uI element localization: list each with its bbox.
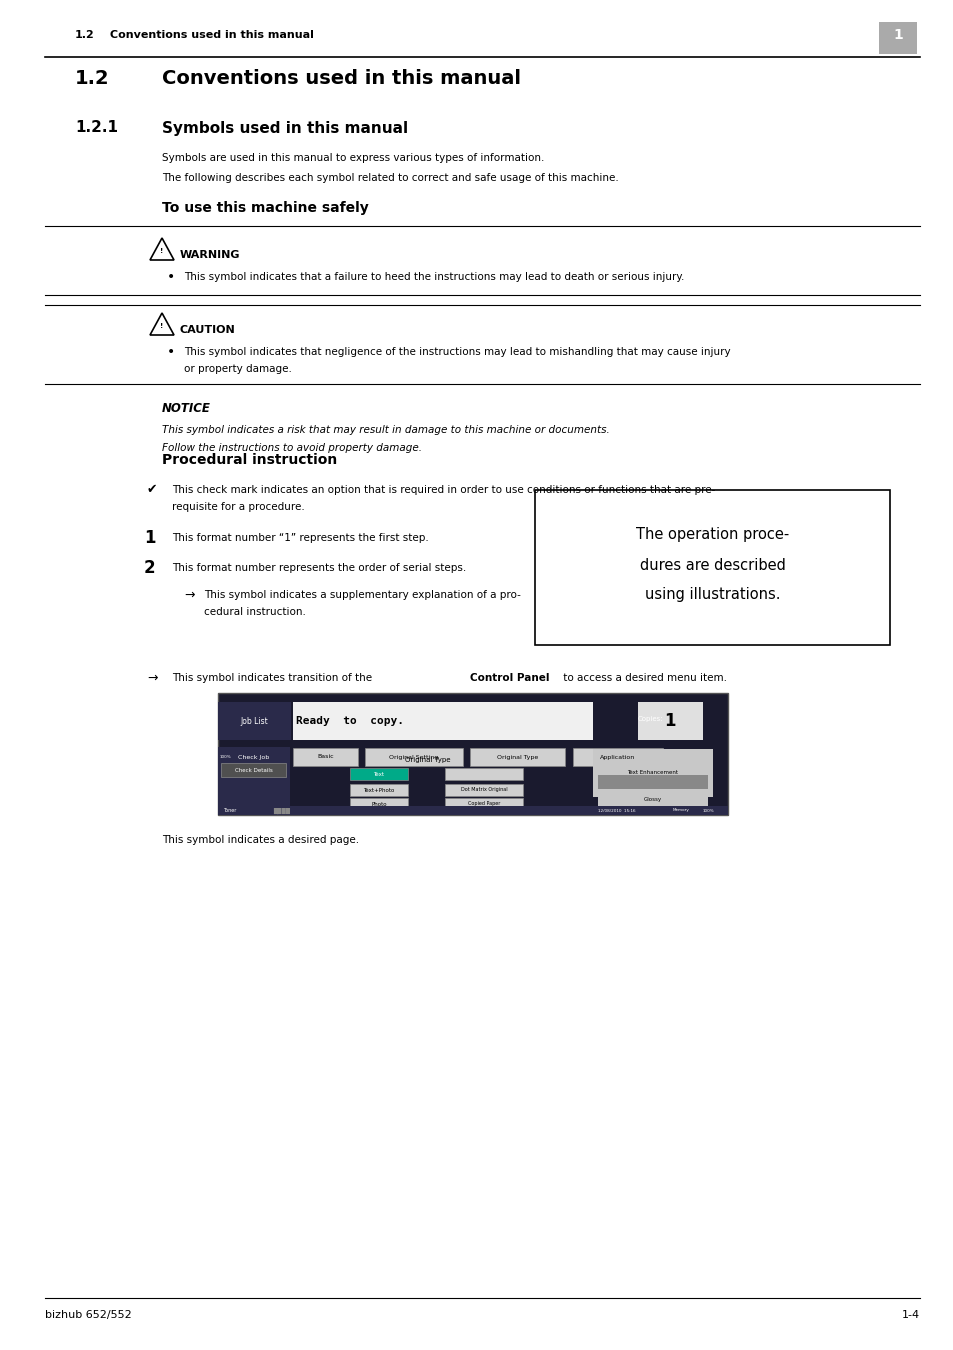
Text: cedural instruction.: cedural instruction.	[204, 608, 306, 617]
Text: This symbol indicates transition of the: This symbol indicates transition of the	[172, 674, 375, 683]
Text: Original Setting: Original Setting	[389, 755, 438, 760]
Text: This symbol indicates that a failure to heed the instructions may lead to death : This symbol indicates that a failure to …	[184, 271, 683, 282]
FancyBboxPatch shape	[218, 702, 291, 740]
Text: using illustrations.: using illustrations.	[644, 587, 780, 602]
Text: Text+Photo: Text+Photo	[363, 787, 395, 792]
Text: Conventions used in this manual: Conventions used in this manual	[162, 69, 520, 88]
Text: The operation proce-: The operation proce-	[636, 528, 788, 543]
FancyBboxPatch shape	[444, 798, 522, 810]
Text: Copied Paper: Copied Paper	[467, 802, 499, 806]
Text: ████: ████	[273, 807, 290, 814]
FancyBboxPatch shape	[218, 747, 290, 807]
Text: !: !	[160, 323, 164, 329]
Text: Check Job: Check Job	[238, 755, 270, 760]
Text: 1-4: 1-4	[901, 1310, 919, 1320]
FancyBboxPatch shape	[444, 784, 522, 796]
FancyBboxPatch shape	[293, 748, 357, 765]
FancyBboxPatch shape	[593, 749, 712, 796]
Text: NOTICE: NOTICE	[162, 401, 211, 414]
Text: 2: 2	[144, 559, 155, 576]
Text: Photo: Photo	[371, 802, 386, 806]
Text: This format number represents the order of serial steps.: This format number represents the order …	[172, 563, 466, 572]
Text: 1: 1	[663, 711, 675, 730]
Text: 1: 1	[144, 529, 155, 547]
Text: This check mark indicates an option that is required in order to use conditions : This check mark indicates an option that…	[172, 485, 715, 495]
Text: WARNING: WARNING	[180, 250, 240, 261]
FancyBboxPatch shape	[535, 490, 889, 645]
Text: •: •	[167, 346, 175, 359]
Text: This symbol indicates that negligence of the instructions may lead to mishandlin: This symbol indicates that negligence of…	[184, 347, 730, 356]
FancyBboxPatch shape	[293, 702, 593, 740]
Text: This symbol indicates a supplementary explanation of a pro-: This symbol indicates a supplementary ex…	[204, 590, 520, 599]
Text: 12/08/2010  15:16: 12/08/2010 15:16	[598, 809, 635, 813]
Text: This symbol indicates a desired page.: This symbol indicates a desired page.	[162, 836, 358, 845]
Text: Check Details: Check Details	[234, 768, 273, 772]
Text: Procedural instruction: Procedural instruction	[162, 454, 337, 467]
FancyBboxPatch shape	[350, 768, 408, 780]
Text: Symbols used in this manual: Symbols used in this manual	[162, 120, 408, 135]
Text: !: !	[160, 248, 164, 254]
Text: Control Panel: Control Panel	[470, 674, 549, 683]
Text: requisite for a procedure.: requisite for a procedure.	[172, 502, 304, 512]
Text: or property damage.: or property damage.	[184, 364, 292, 374]
FancyBboxPatch shape	[573, 748, 662, 765]
Text: 1.2.1: 1.2.1	[75, 120, 118, 135]
FancyBboxPatch shape	[221, 763, 286, 778]
Text: CAUTION: CAUTION	[180, 325, 235, 335]
FancyBboxPatch shape	[350, 798, 408, 810]
FancyBboxPatch shape	[444, 768, 522, 780]
Text: To use this machine safely: To use this machine safely	[162, 201, 369, 215]
FancyBboxPatch shape	[223, 748, 286, 765]
Text: Dot Matrix Original: Dot Matrix Original	[460, 787, 507, 792]
Text: 1.2: 1.2	[75, 30, 94, 40]
Text: Conventions used in this manual: Conventions used in this manual	[110, 30, 314, 40]
Text: Memory: Memory	[672, 809, 689, 813]
Text: →: →	[147, 671, 157, 684]
Text: Basic: Basic	[316, 755, 334, 760]
Text: Symbols are used in this manual to express various types of information.: Symbols are used in this manual to expre…	[162, 153, 544, 163]
Text: Glossy: Glossy	[643, 798, 661, 802]
Text: Follow the instructions to avoid property damage.: Follow the instructions to avoid propert…	[162, 443, 421, 454]
Text: The following describes each symbol related to correct and safe usage of this ma: The following describes each symbol rela…	[162, 173, 618, 184]
Text: to access a desired menu item.: to access a desired menu item.	[559, 674, 726, 683]
FancyBboxPatch shape	[470, 748, 564, 765]
Text: ✔: ✔	[147, 483, 157, 497]
Text: bizhub 652/552: bizhub 652/552	[45, 1310, 132, 1320]
Text: Original Type: Original Type	[497, 755, 537, 760]
Text: Ready  to  copy.: Ready to copy.	[295, 716, 403, 726]
Text: 100%: 100%	[220, 755, 232, 759]
Text: 1: 1	[892, 28, 902, 42]
FancyBboxPatch shape	[878, 22, 916, 54]
Text: dures are described: dures are described	[639, 558, 784, 572]
Text: Toner: Toner	[223, 809, 236, 813]
Text: Text Enhancement: Text Enhancement	[627, 771, 678, 775]
Text: Job List: Job List	[240, 717, 268, 725]
FancyBboxPatch shape	[218, 693, 727, 815]
FancyBboxPatch shape	[598, 775, 707, 788]
FancyBboxPatch shape	[350, 784, 408, 796]
Text: This symbol indicates a risk that may result in damage to this machine or docume: This symbol indicates a risk that may re…	[162, 425, 609, 435]
Text: 1.2: 1.2	[75, 69, 110, 88]
FancyBboxPatch shape	[598, 792, 707, 807]
Text: •: •	[167, 270, 175, 284]
Text: Original Type: Original Type	[405, 757, 450, 763]
Text: →: →	[184, 589, 194, 602]
Text: 100%: 100%	[702, 809, 714, 813]
Text: Text: Text	[374, 771, 384, 776]
Text: Application: Application	[599, 755, 635, 760]
Text: Copies:: Copies:	[638, 716, 663, 722]
FancyBboxPatch shape	[218, 806, 727, 815]
FancyBboxPatch shape	[638, 702, 702, 740]
FancyBboxPatch shape	[365, 748, 462, 765]
Text: This format number “1” represents the first step.: This format number “1” represents the fi…	[172, 533, 428, 543]
